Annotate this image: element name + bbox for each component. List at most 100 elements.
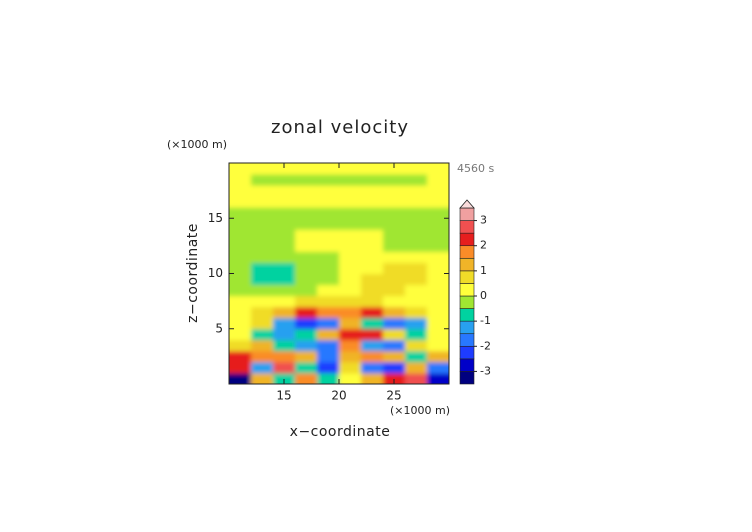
contour-cell <box>383 273 406 286</box>
contour-cell <box>317 262 340 274</box>
axes: 15 20 25 5 10 15 <box>208 162 450 403</box>
contour-cell <box>361 229 384 241</box>
contour-cell <box>229 317 252 330</box>
contour-cell <box>339 306 362 319</box>
contour-cell <box>383 218 406 230</box>
x-tick-label: 25 <box>386 389 401 403</box>
contour-cell <box>383 174 406 186</box>
contour-cell <box>427 240 449 252</box>
contour-cell <box>229 372 252 384</box>
contour-cell <box>339 163 362 175</box>
contour-cell <box>383 306 406 319</box>
contour-cell <box>295 350 318 363</box>
contour-cell <box>273 207 296 219</box>
contour-cell <box>273 218 296 230</box>
contour-cell <box>427 306 449 319</box>
contour-cell <box>427 339 449 352</box>
colorbar-segment <box>459 232 475 247</box>
contour-cell <box>273 163 296 175</box>
contour-cell <box>295 372 318 384</box>
contour-cell <box>383 229 406 241</box>
contour-cell <box>383 163 406 175</box>
x-axis-label: x−coordinate <box>290 424 391 440</box>
contour-cell <box>427 174 449 186</box>
contour-cell <box>295 163 318 175</box>
contour-cell <box>361 361 384 374</box>
contour-cell <box>229 218 252 230</box>
x-tick-label: 20 <box>331 389 346 403</box>
contour-cell <box>405 262 428 274</box>
colorbar-segment <box>459 295 475 309</box>
contour-cell <box>273 273 296 286</box>
contour-cell <box>427 361 449 374</box>
contour-cell <box>383 240 406 252</box>
contour-cell <box>405 361 428 374</box>
contour-cell <box>317 273 340 286</box>
contour-cell <box>295 196 318 208</box>
contour-cell <box>383 185 406 197</box>
contour-cell <box>295 262 318 274</box>
y-axis-label: z−coordinate <box>185 223 201 323</box>
x-unit: (×1000 m) <box>390 404 450 417</box>
contour-cell <box>427 284 449 297</box>
contour-cell <box>317 361 340 374</box>
contour-cell <box>339 350 362 363</box>
contour-cell <box>383 196 406 208</box>
contour-cell <box>339 295 362 308</box>
contour-cell <box>339 317 362 330</box>
contour-cell <box>383 317 406 330</box>
contour-cell <box>273 262 296 274</box>
contour-cells <box>229 163 449 384</box>
contour-cell <box>383 207 406 219</box>
contour-cell <box>317 306 340 319</box>
contour-cell <box>405 306 428 319</box>
contour-cell <box>229 339 252 352</box>
contour-cell <box>229 328 252 341</box>
contour-cell <box>273 284 296 297</box>
contour-cell <box>251 174 274 186</box>
contour-cell <box>295 306 318 319</box>
contour-cell <box>251 339 274 352</box>
contour-cell <box>229 196 252 208</box>
contour-cell <box>427 163 449 175</box>
contour-cell <box>295 328 318 341</box>
contour-cell <box>273 251 296 263</box>
contour-cell <box>339 339 362 352</box>
contour-cell <box>405 185 428 197</box>
contour-cell <box>229 284 252 297</box>
contour-cell <box>361 196 384 208</box>
chart-title: zonal velocity <box>271 117 409 138</box>
contour-cell <box>361 185 384 197</box>
colorbar-segment <box>459 308 475 322</box>
contour-cell <box>339 207 362 219</box>
contour-cell <box>339 361 362 374</box>
contour-cell <box>273 229 296 241</box>
contour-cell <box>427 207 449 219</box>
contour-cell <box>427 273 449 286</box>
contour-cell <box>295 339 318 352</box>
contour-cell <box>361 251 384 263</box>
contour-cell <box>317 185 340 197</box>
contour-cell <box>339 251 362 263</box>
colorbar-tick-label: 1 <box>480 264 487 277</box>
y-unit: (×1000 m) <box>167 138 227 151</box>
contour-cell <box>361 284 384 297</box>
colorbar: -3 -2 -1 0 1 2 3 <box>459 199 491 385</box>
contour-cell <box>405 350 428 363</box>
contour-cell <box>339 328 362 341</box>
contour-cell <box>229 240 252 252</box>
contour-cell <box>317 229 340 241</box>
contour-cell <box>339 372 362 384</box>
contour-cell <box>251 240 274 252</box>
y-tick-label: 15 <box>208 211 223 225</box>
contour-cell <box>405 207 428 219</box>
contour-cell <box>383 251 406 263</box>
contour-cell <box>229 185 252 197</box>
contour-cell <box>295 273 318 286</box>
contour-cell <box>317 207 340 219</box>
contour-cell <box>339 174 362 186</box>
contour-cell <box>229 273 252 286</box>
contour-cell <box>295 295 318 308</box>
contour-cell <box>273 174 296 186</box>
time-label: 4560 s <box>457 162 494 175</box>
